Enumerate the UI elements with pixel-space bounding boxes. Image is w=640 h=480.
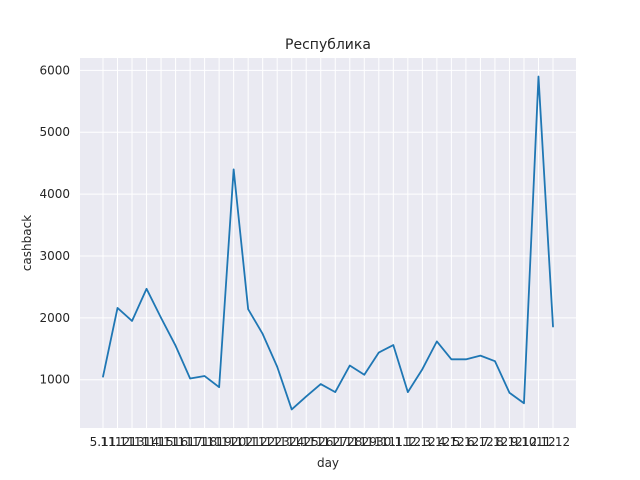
x-tick-label: 23.11 (275, 435, 309, 449)
x-tick-label: 20.11 (231, 435, 265, 449)
x-tick-label: 11.12 (536, 435, 570, 449)
series-line (102, 75, 554, 411)
y-axis: 1000 2000 3000 4000 5000 6000 (39, 63, 70, 386)
x-tick-label: 1.12 (394, 435, 421, 449)
x-tick-label: 27.11 (333, 435, 367, 449)
x-tick-label: 21.11 (245, 435, 279, 449)
x-tick-label: 15.11 (158, 435, 192, 449)
x-tick-label: 18.11 (202, 435, 236, 449)
x-tick-label: 29.11 (362, 435, 396, 449)
x-tick-label: 13.11 (129, 435, 163, 449)
x-tick-label: 7.12 (482, 435, 509, 449)
x-tick-label: 3.12 (424, 435, 451, 449)
grid (80, 58, 576, 428)
x-tick-label: 25.11 (304, 435, 338, 449)
x-tick-label: 10.12 (521, 435, 555, 449)
series-layer (102, 75, 554, 411)
x-tick-label: 4.12 (438, 435, 465, 449)
x-tick-label: 24.11 (289, 435, 323, 449)
x-axis-label: day (317, 456, 339, 470)
y-tick-label: 6000 (39, 63, 70, 77)
x-tick-label: 19.11 (216, 435, 250, 449)
x-tick-label: 11.11 (100, 435, 134, 449)
x-tick-label: 5.11 (90, 435, 117, 449)
x-tick-label: 30.11 (376, 435, 410, 449)
y-tick-label: 1000 (39, 373, 70, 387)
x-tick-label: 22.11 (260, 435, 294, 449)
x-axis: 5.1111.1112.1113.1114.1115.1116.1117.111… (90, 435, 571, 449)
x-tick-label: 6.12 (467, 435, 494, 449)
x-tick-label: 9.12 (511, 435, 538, 449)
x-tick-label: 14.11 (144, 435, 178, 449)
plot-area (80, 58, 576, 428)
chart-title: Республика (285, 37, 371, 53)
x-tick-label: 5.12 (453, 435, 480, 449)
x-tick-label: 28.11 (347, 435, 381, 449)
y-tick-label: 4000 (39, 187, 70, 201)
x-tick-label: 17.11 (187, 435, 221, 449)
x-tick-label: 12.11 (115, 435, 149, 449)
y-tick-label: 5000 (39, 125, 70, 139)
y-tick-label: 3000 (39, 249, 70, 263)
x-tick-label: 16.11 (173, 435, 207, 449)
y-axis-label: cashback (20, 215, 34, 271)
x-tick-label: 26.11 (318, 435, 352, 449)
x-tick-label: 8.12 (496, 435, 523, 449)
x-tick-label: 2.12 (409, 435, 436, 449)
y-tick-label: 2000 (39, 311, 70, 325)
